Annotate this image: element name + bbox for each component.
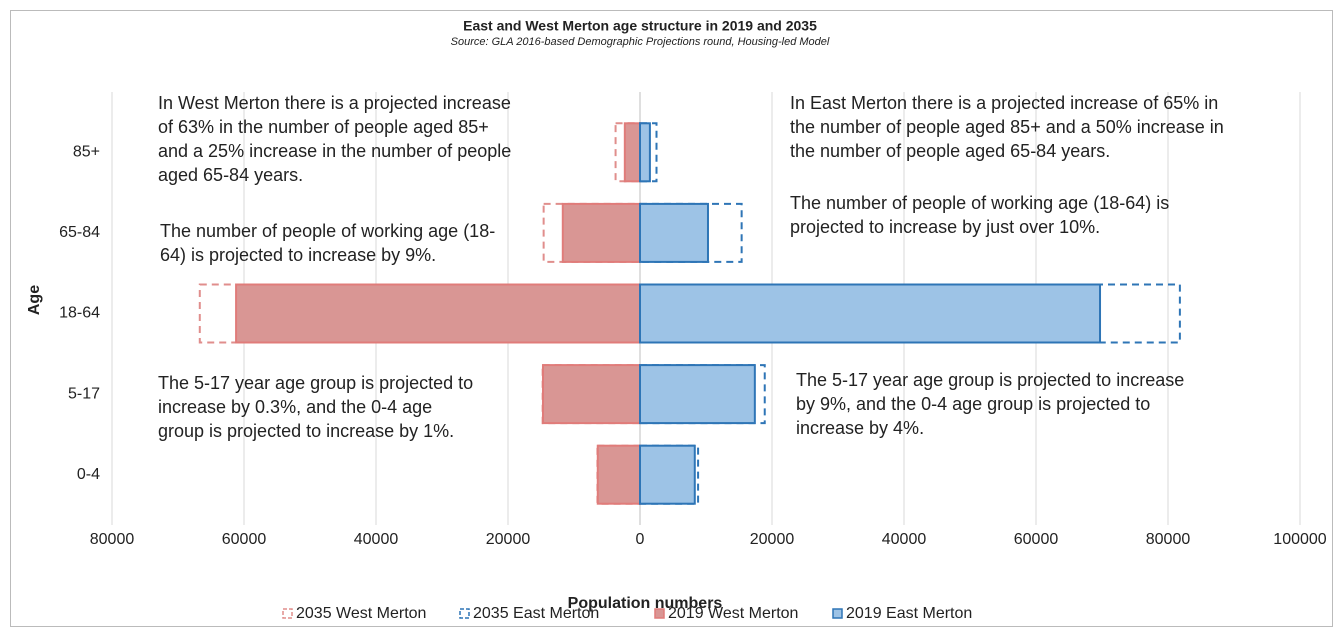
annotation: the number of people aged 65-84 years. [790,141,1110,161]
bar [596,444,642,505]
x-axis-title: Population numbers [568,595,723,612]
x-tick-label: 40000 [882,531,927,548]
annotation: The number of people of working age (18-… [790,193,1169,213]
annotation: group is projected to increase by 1%. [158,421,454,441]
bar [639,444,696,505]
bar [639,283,1102,344]
bar [235,283,642,344]
annotation: of 63% in the number of people aged 85+ [158,117,489,137]
bar [623,122,642,183]
annotation: aged 65-84 years. [158,165,303,185]
y-axis-title: Age [26,285,43,315]
annotation: In East Merton there is a projected incr… [790,93,1218,113]
bar [561,202,642,263]
annotation: In West Merton there is a projected incr… [158,93,511,113]
x-tick-label: 100000 [1273,531,1326,548]
bar [639,202,709,263]
y-tick-label: 0-4 [77,466,100,483]
y-tick-label: 5-17 [68,385,100,402]
legend-label: 2019 East Merton [846,605,972,622]
x-tick-label: 20000 [750,531,795,548]
legend-swatch [832,608,843,619]
annotation: increase by 4%. [796,418,924,438]
legend-label: 2035 West Merton [296,605,426,622]
annotation: The 5-17 year age group is projected to [158,373,473,393]
x-tick-label: 80000 [90,531,135,548]
y-tick-label: 85+ [73,144,100,161]
legend-label: 2035 East Merton [473,605,599,622]
annotation: the number of people aged 85+ and a 50% … [790,117,1224,137]
annotation: projected to increase by just over 10%. [790,217,1100,237]
bar [541,364,641,425]
chart-title: East and West Merton age structure in 20… [463,18,817,34]
annotation: The number of people of working age (18- [160,221,495,241]
bar [639,122,651,183]
legend-swatch [459,608,470,619]
bar [639,364,756,425]
annotation: increase by 0.3%, and the 0-4 age [158,397,432,417]
annotation: 64) is projected to increase by 9%. [160,245,436,265]
x-tick-label: 60000 [1014,531,1059,548]
x-tick-label: 60000 [222,531,267,548]
y-tick-label: 65-84 [59,224,100,241]
chart-subtitle: Source: GLA 2016-based Demographic Proje… [451,36,830,48]
legend-swatch [282,608,293,619]
annotation: and a 25% increase in the number of peop… [158,141,511,161]
annotation: by 9%, and the 0-4 age group is projecte… [796,394,1150,414]
legend-label: 2019 West Merton [668,605,798,622]
x-tick-label: 80000 [1146,531,1191,548]
annotation: The 5-17 year age group is projected to … [796,370,1184,390]
x-tick-label: 20000 [486,531,531,548]
legend-swatch [654,608,665,619]
y-tick-label: 18-64 [59,305,100,322]
x-tick-label: 0 [636,531,645,548]
x-tick-label: 40000 [354,531,399,548]
